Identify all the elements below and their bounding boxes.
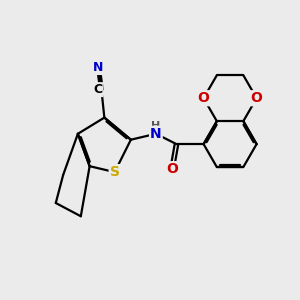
- Text: N: N: [150, 127, 162, 141]
- Text: N: N: [93, 61, 104, 74]
- Text: O: O: [166, 162, 178, 176]
- Text: O: O: [198, 91, 209, 105]
- Text: H: H: [151, 121, 160, 130]
- Text: O: O: [251, 91, 262, 105]
- Text: C: C: [93, 83, 102, 96]
- Text: S: S: [110, 165, 120, 179]
